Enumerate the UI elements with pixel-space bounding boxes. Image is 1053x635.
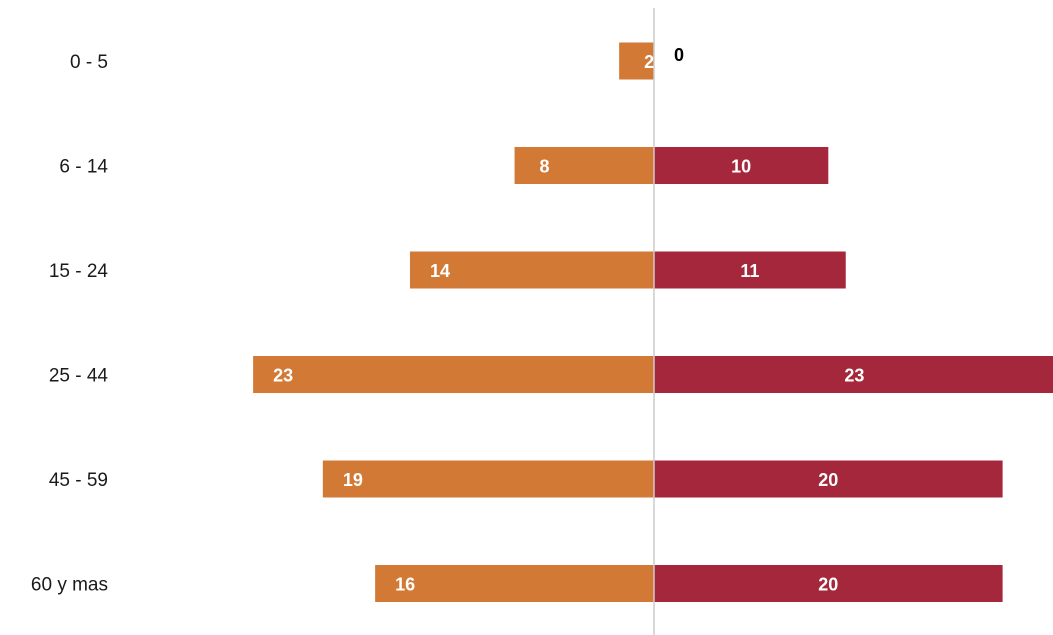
left-bar [253, 356, 655, 393]
left-value-label: 14 [430, 261, 450, 281]
right-bar [654, 460, 1003, 498]
right-bar [654, 147, 829, 184]
right-value-label: 11 [740, 261, 759, 281]
right-value-label: 20 [818, 470, 838, 490]
left-bar [322, 460, 654, 498]
right-series-bars [654, 147, 1053, 602]
left-bar [514, 147, 654, 184]
category-label: 60 y mas [31, 575, 108, 596]
right-value-label: 20 [818, 575, 838, 595]
category-labels: 0 - 5 6 - 14 15 - 24 25 - 44 45 - 59 60 y mas [31, 52, 109, 596]
left-value-label: 16 [395, 575, 415, 595]
right-bar [654, 356, 1053, 393]
right-bar [654, 251, 846, 289]
left-value-label: 23 [273, 366, 293, 386]
category-label: 25 - 44 [49, 366, 109, 387]
left-value-label: 19 [343, 470, 363, 490]
value-labels: 2 0 8 10 14 11 23 23 19 20 16 20 [273, 45, 864, 595]
category-label: 15 - 24 [49, 261, 109, 282]
left-series-bars [253, 42, 655, 602]
category-label: 45 - 59 [49, 470, 108, 491]
left-value-label: 8 [540, 157, 550, 177]
category-label: 0 - 5 [70, 52, 108, 73]
right-value-label: 10 [731, 157, 751, 177]
left-value-label: 2 [644, 52, 654, 72]
right-value-label: 23 [844, 366, 864, 386]
left-bar [375, 565, 654, 602]
right-bar [654, 565, 1003, 602]
right-value-label: 0 [674, 45, 684, 65]
left-bar [619, 42, 654, 80]
left-bar [409, 251, 654, 289]
category-label: 6 - 14 [59, 157, 108, 178]
